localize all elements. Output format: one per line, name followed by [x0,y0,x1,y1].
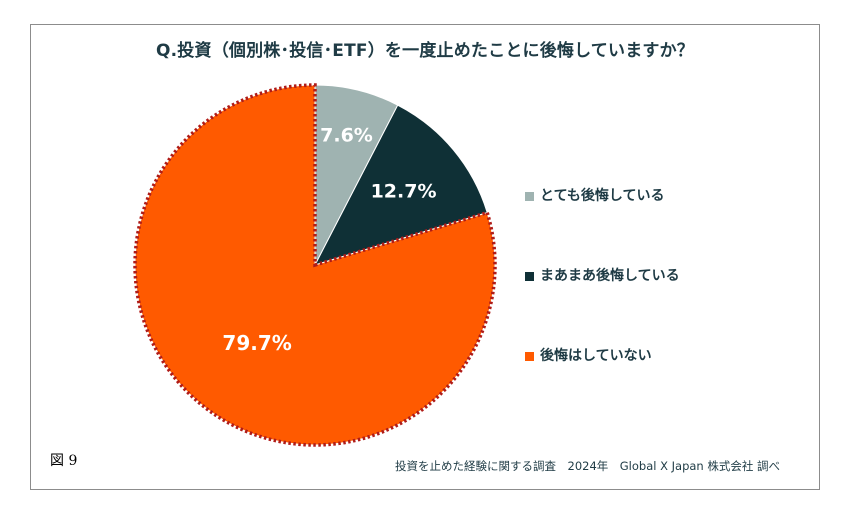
legend-label-somewhat-regret: まあまあ後悔している [540,268,680,284]
chart-title: Q.投資（個別株･投信･ETF）を一度止めたことに後悔していますか？ [155,41,695,61]
figure-label: 図 9 [50,453,78,469]
legend-swatch-very-regret [525,192,534,201]
legend-swatch-no-regret [525,352,534,361]
pie-slice-no-regret-outline [133,83,497,447]
data-label-no-regret: 79.7% [222,331,291,355]
data-label-somewhat-regret: 12.7% [371,180,437,202]
source-note: 投資を止めた経験に関する調査 2024年 Global X Japan 株式会社… [395,459,781,473]
data-label-very-regret: 7.6% [320,125,373,147]
legend-label-no-regret: 後悔はしていない [540,348,652,364]
legend-swatch-somewhat-regret [525,272,534,281]
legend-label-very-regret: とても後悔している [540,188,665,204]
